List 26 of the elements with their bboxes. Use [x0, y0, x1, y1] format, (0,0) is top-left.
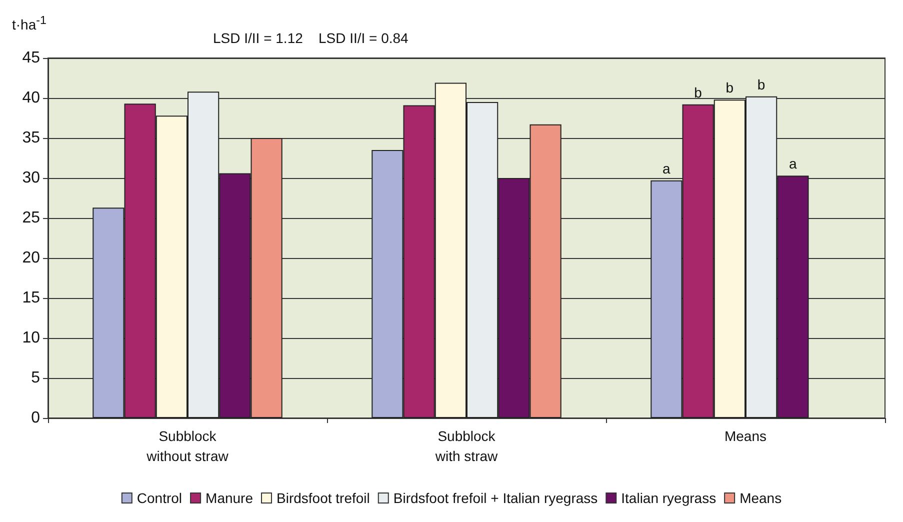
data-label: a — [662, 160, 671, 176]
legend-label: Means — [740, 490, 782, 506]
y-tick-label: 45 — [22, 50, 40, 66]
y-axis-title: t·ha$^{-1}$ — [12, 14, 46, 33]
x-tick-label: Subblock with straw — [434, 428, 499, 464]
y-tick-label: 15 — [22, 290, 40, 306]
y-tick-label: 25 — [22, 210, 40, 226]
legend-label: Manure — [206, 490, 254, 506]
y-tick-label: 30 — [22, 170, 40, 186]
legend-label: Birdsfoot trefoil — [276, 490, 370, 506]
legend-label: Italian ryegrass — [621, 490, 716, 506]
legend-label: Birdsfoot frefoil + Italian ryegrass — [393, 490, 598, 506]
data-label: b — [757, 76, 766, 92]
y-tick-label: 20 — [22, 250, 40, 266]
y-tick-label: 35 — [22, 130, 40, 146]
y-tick-label: 10 — [22, 330, 40, 346]
y-tick-label: 40 — [22, 90, 40, 106]
y-tick-label: 0 — [31, 410, 40, 426]
data-label: b — [726, 80, 734, 96]
x-tick-label: Subblock without straw — [146, 428, 230, 464]
legend-label: Control — [136, 490, 182, 506]
chart-title: LSD I/II = 1.12 LSD II/I = 0.84 — [213, 30, 409, 46]
x-tick-label: Means — [724, 428, 767, 444]
data-label: b — [694, 84, 702, 100]
data-label: a — [789, 156, 798, 172]
y-tick-label: 5 — [31, 370, 40, 386]
